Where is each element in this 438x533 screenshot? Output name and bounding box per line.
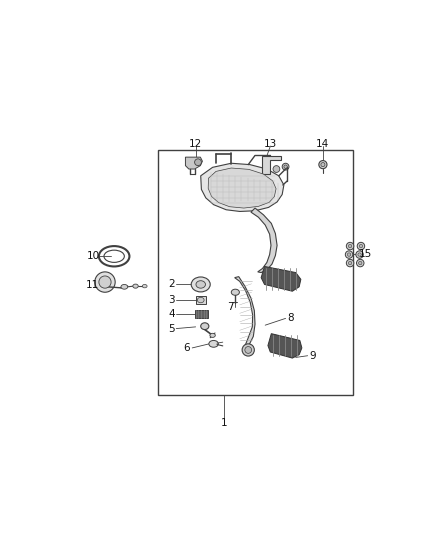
Ellipse shape [346, 243, 354, 250]
Ellipse shape [209, 341, 219, 347]
Polygon shape [185, 157, 202, 169]
Ellipse shape [359, 245, 363, 248]
Polygon shape [262, 157, 281, 174]
Ellipse shape [194, 159, 201, 166]
Ellipse shape [284, 165, 287, 168]
Ellipse shape [358, 253, 361, 256]
Ellipse shape [231, 289, 240, 295]
Ellipse shape [201, 323, 209, 329]
Polygon shape [261, 266, 301, 291]
Ellipse shape [356, 251, 363, 259]
Text: 6: 6 [183, 343, 190, 353]
Text: 5: 5 [169, 324, 175, 334]
Bar [196, 296, 206, 304]
Ellipse shape [282, 163, 289, 170]
Ellipse shape [348, 261, 352, 265]
Ellipse shape [346, 260, 354, 267]
Ellipse shape [319, 160, 327, 168]
Ellipse shape [242, 344, 254, 356]
Ellipse shape [210, 333, 215, 337]
Ellipse shape [345, 251, 353, 259]
Ellipse shape [142, 285, 147, 288]
Bar [158, 150, 353, 395]
Ellipse shape [357, 260, 364, 267]
Text: 1: 1 [221, 417, 228, 427]
Text: 7: 7 [227, 302, 234, 311]
Text: 9: 9 [309, 351, 316, 361]
Ellipse shape [196, 281, 205, 288]
Ellipse shape [347, 253, 351, 256]
Polygon shape [235, 277, 255, 348]
Text: 10: 10 [87, 251, 100, 261]
Text: 4: 4 [169, 309, 175, 319]
Ellipse shape [357, 243, 365, 250]
Polygon shape [208, 168, 276, 208]
Text: 2: 2 [169, 279, 175, 289]
Text: 8: 8 [287, 313, 294, 324]
Bar [194, 310, 208, 318]
Ellipse shape [245, 346, 251, 353]
Ellipse shape [95, 272, 115, 292]
Ellipse shape [99, 276, 111, 288]
Polygon shape [201, 163, 284, 212]
Ellipse shape [359, 261, 362, 265]
Ellipse shape [321, 163, 325, 167]
Polygon shape [268, 334, 302, 358]
Ellipse shape [348, 245, 352, 248]
Text: 12: 12 [189, 139, 202, 149]
Text: 11: 11 [85, 280, 99, 290]
Ellipse shape [191, 277, 210, 292]
Text: 13: 13 [264, 139, 277, 149]
Text: 3: 3 [169, 295, 175, 305]
Polygon shape [251, 208, 277, 272]
Ellipse shape [273, 166, 280, 172]
Ellipse shape [197, 297, 204, 303]
Ellipse shape [133, 284, 138, 288]
Text: 15: 15 [359, 249, 372, 259]
Text: 14: 14 [316, 139, 329, 149]
Ellipse shape [121, 285, 128, 289]
